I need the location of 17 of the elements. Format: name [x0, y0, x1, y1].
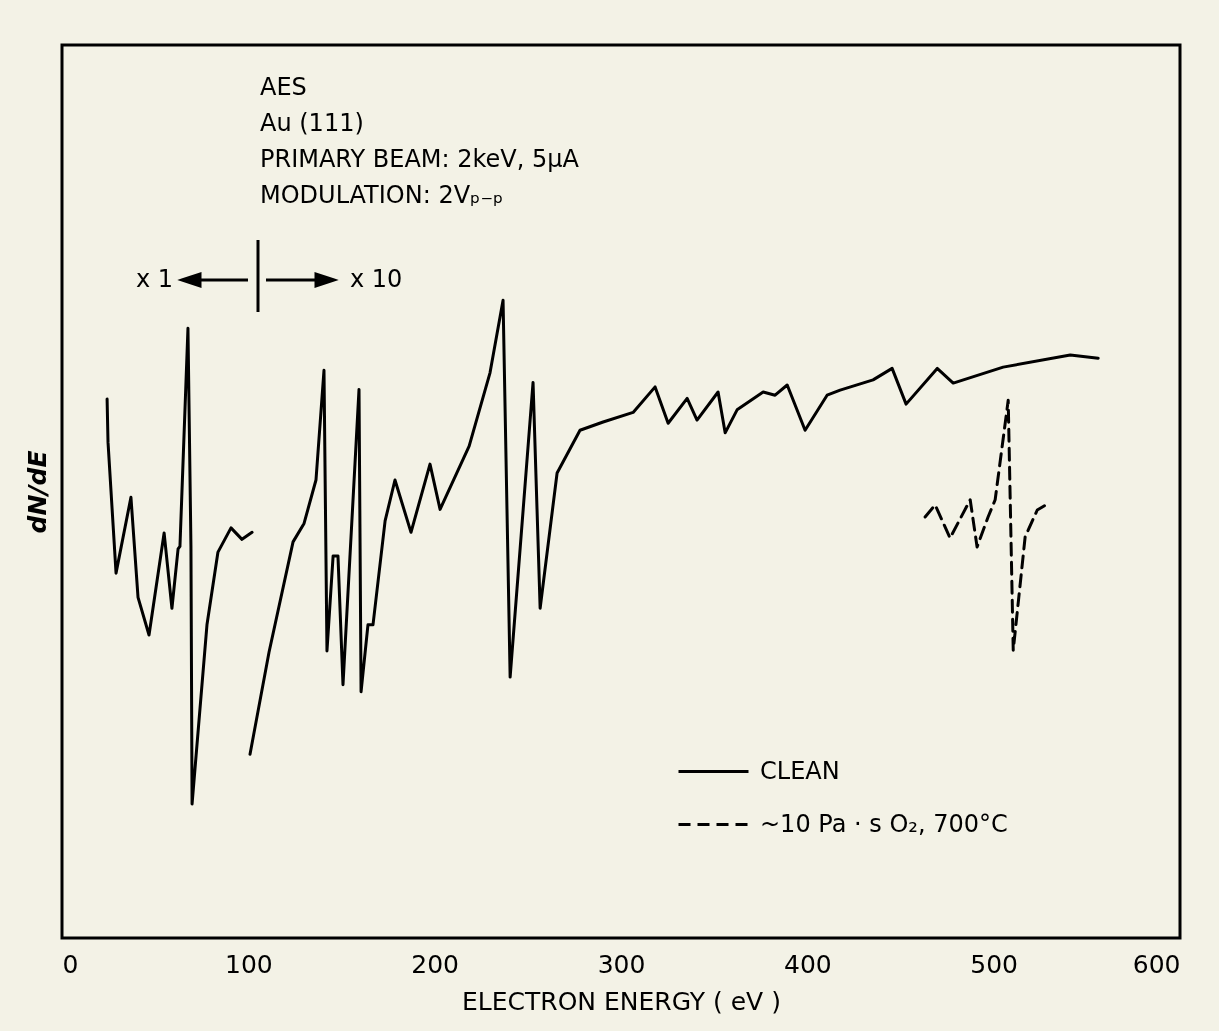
text: MODULATION: 2Vₚ₋ₚ [260, 181, 504, 209]
x-tick-label: 200 [411, 949, 460, 979]
x-tick-label: 300 [597, 949, 646, 979]
x-tick-label: 100 [224, 949, 273, 979]
text: PRIMARY BEAM: 2keV, 5μA [260, 145, 580, 173]
text: Au (111) [260, 109, 364, 137]
legend-label: CLEAN [760, 756, 840, 785]
text: x 10 [350, 265, 403, 293]
text: x 1 [136, 265, 174, 293]
text: AES [260, 73, 307, 101]
x-tick-label: 500 [970, 949, 1019, 979]
x-tick-label: 400 [783, 949, 832, 979]
y-axis-title: dN/dE [22, 450, 52, 534]
x-tick-label: 600 [1132, 949, 1181, 979]
x-tick-label: 0 [62, 949, 79, 979]
legend-label: ~10 Pa · s O₂, 700°C [760, 809, 1008, 838]
x-axis-title: ELECTRON ENERGY ( eV ) [462, 986, 781, 1016]
